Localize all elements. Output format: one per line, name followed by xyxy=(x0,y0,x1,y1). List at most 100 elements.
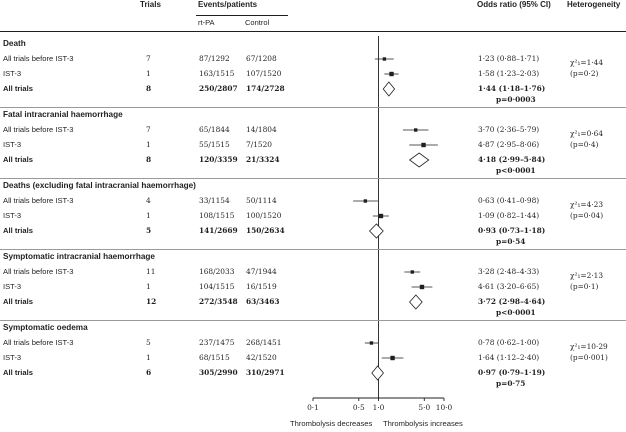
header-control: Control xyxy=(245,18,270,27)
row-label: All trials xyxy=(3,84,33,93)
row-odds-ratio: 4·87 (2·95–8·06) xyxy=(478,140,540,149)
header-odds-ratio: Odds ratio (95% CI) xyxy=(477,0,551,9)
row-control: 14/1804 xyxy=(246,125,277,134)
row-trials: 12 xyxy=(146,297,157,306)
heterogeneity-chi: χ²₁=0·64 xyxy=(570,129,604,138)
row-control: 42/1520 xyxy=(246,353,277,362)
row-trials: 11 xyxy=(146,267,156,276)
point-estimate xyxy=(382,57,387,61)
row-rtpa: 120/3359 xyxy=(199,155,238,164)
row-odds-ratio: 1·44 (1·18–1·76) xyxy=(478,84,546,93)
summary-diamond xyxy=(371,365,384,381)
row-rtpa: 141/2669 xyxy=(199,226,238,235)
row-odds-ratio: 3·28 (2·48–4·33) xyxy=(478,267,540,276)
row-rtpa: 68/1515 xyxy=(199,353,230,362)
section-divider xyxy=(0,249,626,250)
x-tick-label: 0·5 xyxy=(353,403,365,412)
heterogeneity-p: (p=0·4) xyxy=(570,140,599,149)
x-tick-label: 5·0 xyxy=(418,403,430,412)
row-rtpa: 250/2807 xyxy=(199,84,238,93)
section-title: Symptomatic oedema xyxy=(3,323,88,332)
row-control: 63/3463 xyxy=(246,297,280,306)
row-control: 21/3324 xyxy=(246,155,280,164)
row-trials: 6 xyxy=(146,368,152,377)
point-estimate xyxy=(410,270,414,274)
row-p-value: p<0·0001 xyxy=(496,166,536,175)
row-rtpa: 104/1515 xyxy=(199,282,235,291)
row-control: 174/2728 xyxy=(246,84,285,93)
summary-diamond xyxy=(409,294,423,310)
row-trials: 1 xyxy=(146,282,151,291)
heterogeneity-p: (p=0·1) xyxy=(570,282,599,291)
heterogeneity-p: (p=0·001) xyxy=(570,353,608,362)
axis-left-label: Thrombolysis decreases xyxy=(290,419,373,428)
row-label: IST-3 xyxy=(3,69,22,78)
point-estimate xyxy=(419,284,425,290)
section-title: Symptomatic intracranial haemorrhage xyxy=(3,252,155,261)
row-label: All trials xyxy=(3,226,33,235)
row-control: 7/1520 xyxy=(246,140,273,149)
row-label: All trials xyxy=(3,368,33,377)
heterogeneity-p: (p=0·04) xyxy=(570,211,604,220)
point-estimate xyxy=(369,341,374,345)
row-p-value: p<0·0001 xyxy=(496,308,536,317)
row-odds-ratio: 0·97 (0·79–1·19) xyxy=(478,368,546,377)
point-estimate xyxy=(390,355,395,361)
row-label: All trials before IST-3 xyxy=(3,54,74,63)
x-tick-label: 10·0 xyxy=(436,403,453,412)
row-trials: 7 xyxy=(146,54,151,63)
row-control: 47/1944 xyxy=(246,267,277,276)
heterogeneity-p: (p=0·2) xyxy=(570,69,599,78)
row-odds-ratio: 3·72 (2·98–4·64) xyxy=(478,297,546,306)
row-label: IST-3 xyxy=(3,353,22,362)
row-label: IST-3 xyxy=(3,211,22,220)
x-tick-label: 0·1 xyxy=(307,403,319,412)
header-rule xyxy=(0,31,626,32)
point-estimate xyxy=(389,71,394,77)
row-p-value: p=0·75 xyxy=(496,379,526,388)
row-trials: 8 xyxy=(146,84,152,93)
row-odds-ratio: 0·93 (0·73–1·18) xyxy=(478,226,546,235)
row-control: 50/1114 xyxy=(246,196,277,205)
row-p-value: p=0·54 xyxy=(496,237,526,246)
row-label: All trials xyxy=(3,297,33,306)
row-control: 268/1451 xyxy=(246,338,282,347)
row-control: 107/1520 xyxy=(246,69,282,78)
row-trials: 1 xyxy=(146,69,151,78)
row-label: All trials before IST-3 xyxy=(3,338,74,347)
point-estimate xyxy=(414,128,418,132)
row-odds-ratio: 1·23 (0·88–1·71) xyxy=(478,54,540,63)
summary-diamond xyxy=(382,81,396,97)
row-label: All trials before IST-3 xyxy=(3,267,74,276)
point-estimate xyxy=(378,213,384,219)
header-events: Events/patients xyxy=(198,0,258,9)
header-trials: Trials xyxy=(140,0,161,9)
row-odds-ratio: 1·64 (1·12–2·40) xyxy=(478,353,540,362)
row-odds-ratio: 3·70 (2·36–5·79) xyxy=(478,125,540,134)
row-label: All trials before IST-3 xyxy=(3,196,74,205)
row-control: 100/1520 xyxy=(246,211,282,220)
row-label: All trials xyxy=(3,155,33,164)
row-rtpa: 33/1154 xyxy=(199,196,230,205)
row-trials: 1 xyxy=(146,353,151,362)
header-heterogeneity: Heterogeneity xyxy=(567,0,621,9)
row-rtpa: 168/2033 xyxy=(199,267,235,276)
row-p-value: p=0·0003 xyxy=(496,95,536,104)
row-trials: 7 xyxy=(146,125,151,134)
row-label: IST-3 xyxy=(3,282,22,291)
summary-diamond xyxy=(408,152,430,168)
row-control: 67/1208 xyxy=(246,54,277,63)
row-trials: 5 xyxy=(146,226,152,235)
row-rtpa: 237/1475 xyxy=(199,338,235,347)
point-estimate xyxy=(363,199,368,203)
heterogeneity-chi: χ²₁=1·44 xyxy=(570,58,604,67)
row-control: 16/1519 xyxy=(246,282,277,291)
row-odds-ratio: 0·78 (0·62–1·00) xyxy=(478,338,540,347)
section-divider xyxy=(0,107,626,108)
row-trials: 5 xyxy=(146,338,151,347)
heterogeneity-chi: χ²₁=4·23 xyxy=(570,200,604,209)
row-rtpa: 305/2990 xyxy=(199,368,238,377)
row-label: All trials before IST-3 xyxy=(3,125,74,134)
row-odds-ratio: 1·58 (1·23–2·03) xyxy=(478,69,540,78)
